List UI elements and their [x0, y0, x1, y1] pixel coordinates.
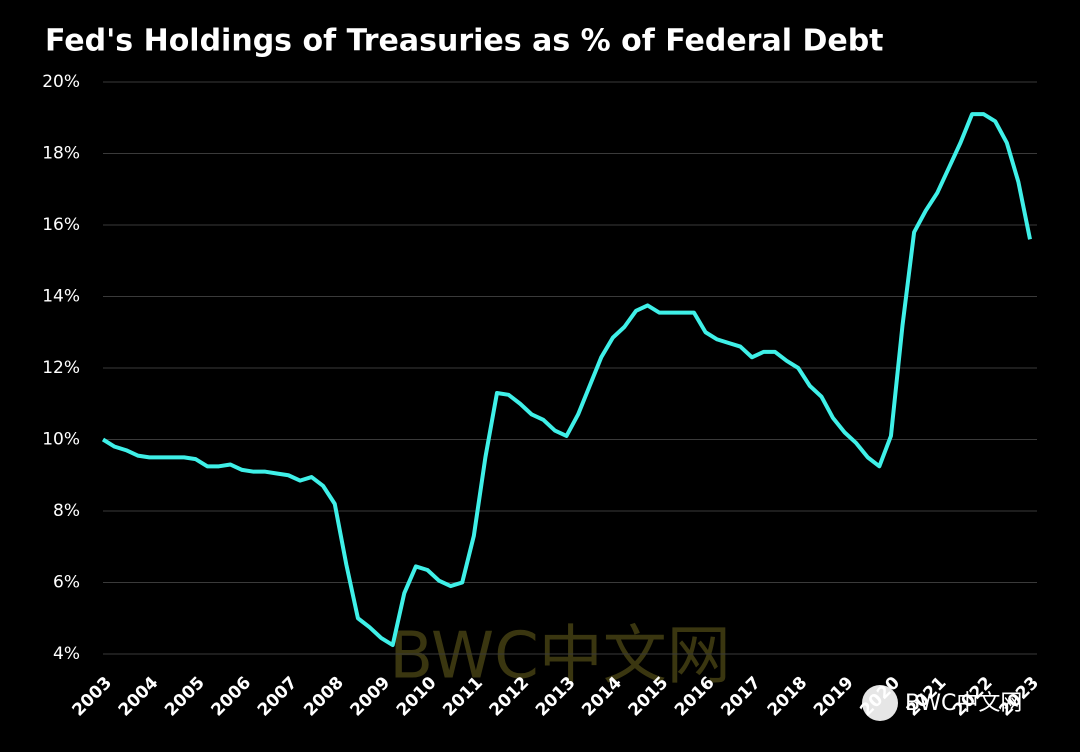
y-tick-label: 14% [42, 287, 80, 307]
y-tick-label: 8% [53, 501, 80, 521]
badge-text: BWC中文网 [905, 691, 1022, 716]
badge-icon [862, 685, 898, 721]
y-tick-label: 16% [42, 215, 80, 235]
watermark: BWC中文网 [389, 620, 731, 694]
y-tick-label: 12% [42, 358, 80, 378]
y-tick-label: 18% [42, 144, 80, 164]
chart-title: Fed's Holdings of Treasuries as % of Fed… [45, 24, 884, 59]
y-tick-label: 20% [42, 72, 80, 92]
y-tick-label: 6% [53, 573, 80, 593]
wechat-badge: BWC中文网 [862, 685, 1022, 721]
y-tick-label: 4% [53, 644, 80, 664]
y-tick-label: 10% [42, 430, 80, 450]
data-line [101, 112, 1032, 648]
